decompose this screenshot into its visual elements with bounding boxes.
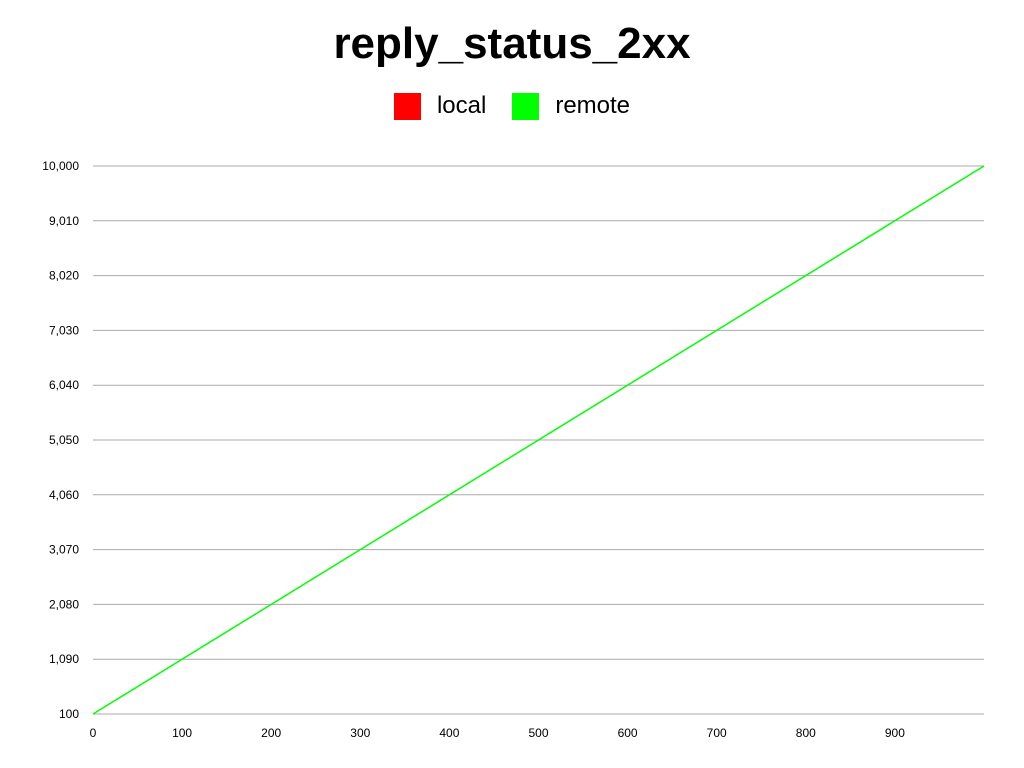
y-tick-label: 3,070 [49,543,79,557]
legend-label-remote: remote [555,92,631,119]
x-tick-label: 100 [172,726,192,740]
y-tick-label: 7,030 [49,323,79,337]
x-tick-label: 400 [439,726,459,740]
y-tick-label: 8,020 [49,269,79,283]
series-line-remote [92,165,985,715]
y-tick-label: 100 [59,707,79,721]
y-tick-label: 1,090 [49,652,79,666]
x-tick-label: 600 [618,726,638,740]
x-tick-label: 0 [90,726,97,740]
legend-swatch-local [393,92,421,120]
legend-swatch-remote [512,92,540,120]
legend-label-local: local [436,92,487,119]
chart-legend: local remote [0,92,1024,120]
x-tick-label: 700 [707,726,727,740]
y-tick-label: 2,080 [49,597,79,611]
x-tick-label: 800 [796,726,816,740]
y-tick-label: 6,040 [49,378,79,392]
legend-item-local: local [393,92,487,120]
x-tick-label: 300 [350,726,370,740]
y-tick-label: 5,050 [49,433,79,447]
y-tick-label: 9,010 [49,214,79,228]
legend-item-remote: remote [512,92,630,120]
x-tick-label: 500 [528,726,548,740]
chart-title: reply_status_2xx [333,19,691,68]
y-tick-label: 10,000 [42,159,79,173]
y-tick-label: 4,060 [49,488,79,502]
x-tick-label: 900 [885,726,905,740]
x-tick-label: 200 [261,726,281,740]
